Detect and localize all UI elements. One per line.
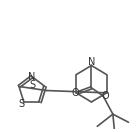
Text: S: S [30,80,36,90]
Text: N: N [88,57,95,67]
Text: S: S [18,99,24,109]
Text: O: O [71,88,79,98]
Text: N: N [28,72,36,82]
Text: O: O [101,91,109,101]
